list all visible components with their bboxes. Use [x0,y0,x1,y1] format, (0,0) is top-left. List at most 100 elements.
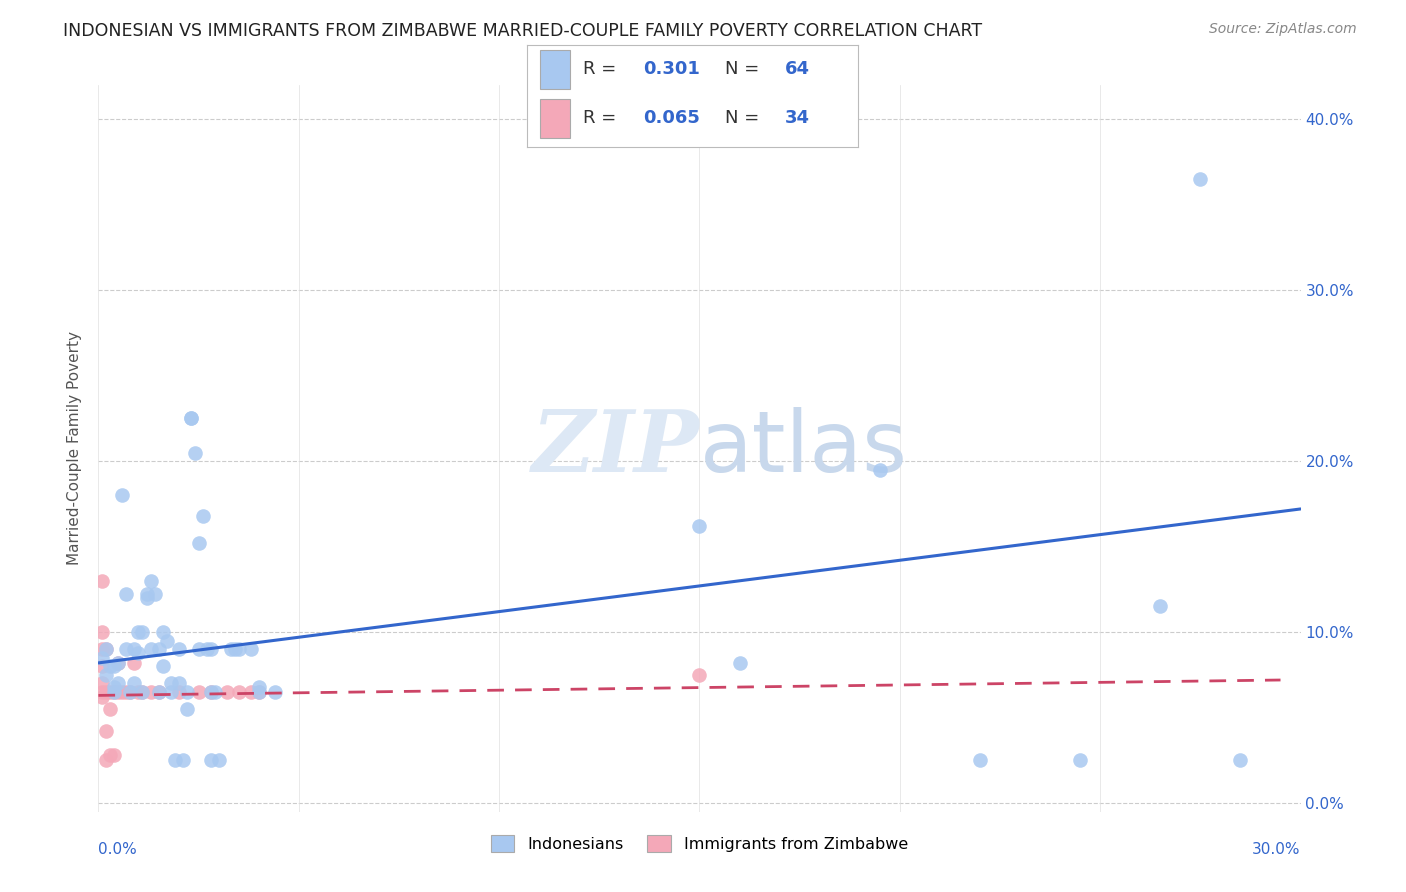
Point [180,411,202,425]
Point [228,685,250,699]
Text: 64: 64 [785,61,810,78]
Point [200,685,222,699]
Point [152,625,174,640]
Point [689,668,711,682]
Text: 0.065: 0.065 [643,110,700,128]
Point [91,676,114,690]
Point [107,656,129,670]
Point [100,748,122,763]
Point [247,685,270,699]
Point [120,685,142,699]
Point [167,676,190,690]
Point [159,676,181,690]
Point [107,676,129,690]
Point [159,685,181,699]
Point [176,702,198,716]
Point [200,753,222,767]
Text: INDONESIAN VS IMMIGRANTS FROM ZIMBABWE MARRIED-COUPLE FAMILY POVERTY CORRELATION: INDONESIAN VS IMMIGRANTS FROM ZIMBABWE M… [63,22,983,40]
Point [91,650,114,665]
Point [155,633,177,648]
Point [869,462,891,476]
Point [224,642,246,657]
Point [263,685,285,699]
Point [100,685,122,699]
Point [91,690,114,705]
Point [115,642,138,657]
Point [96,642,118,657]
Point [148,685,170,699]
Point [120,685,142,699]
Point [135,587,157,601]
Point [195,642,218,657]
Point [148,685,170,699]
Point [103,659,125,673]
Point [180,411,202,425]
Point [200,642,222,657]
Point [187,685,209,699]
Point [167,642,190,657]
Point [228,642,250,657]
Point [107,685,129,699]
Point [91,625,114,640]
Point [107,656,129,670]
Point [131,625,153,640]
Legend: Indonesians, Immigrants from Zimbabwe: Indonesians, Immigrants from Zimbabwe [484,829,915,858]
Point [152,659,174,673]
Point [91,659,114,673]
Point [176,685,198,699]
Y-axis label: Married-Couple Family Poverty: Married-Couple Family Poverty [67,331,83,566]
Point [1229,753,1251,767]
Point [139,642,162,657]
Point [103,685,125,699]
Point [100,659,122,673]
Point [143,587,166,601]
Text: R =: R = [583,61,623,78]
Point [1149,599,1171,614]
Point [103,748,125,763]
FancyBboxPatch shape [540,50,571,88]
Point [128,685,150,699]
Point [139,685,162,699]
Point [172,753,194,767]
Point [128,625,150,640]
Text: 0.301: 0.301 [643,61,700,78]
Point [103,685,125,699]
Point [115,587,138,601]
Point [204,685,226,699]
Point [247,685,270,699]
Text: 34: 34 [785,110,810,128]
Point [135,591,157,605]
Point [167,685,190,699]
Text: R =: R = [583,110,623,128]
Point [91,574,114,588]
Point [111,685,134,699]
Text: atlas: atlas [700,407,907,490]
Point [208,753,231,767]
FancyBboxPatch shape [540,99,571,138]
Point [247,680,270,694]
Point [96,753,118,767]
Point [96,724,118,739]
Point [128,646,150,660]
Point [131,685,153,699]
Text: N =: N = [725,110,765,128]
Point [183,445,205,459]
Text: 0.0%: 0.0% [98,842,138,857]
Point [91,642,114,657]
Point [103,680,125,694]
Point [96,668,118,682]
Point [163,753,186,767]
Point [148,642,170,657]
Point [689,519,711,533]
Point [96,642,118,657]
Point [115,685,138,699]
Point [139,574,162,588]
Text: ZIP: ZIP [531,407,700,490]
Text: N =: N = [725,61,765,78]
Point [1069,753,1091,767]
Point [124,676,146,690]
Point [111,488,134,502]
Point [239,642,262,657]
Point [131,685,153,699]
Point [187,536,209,550]
